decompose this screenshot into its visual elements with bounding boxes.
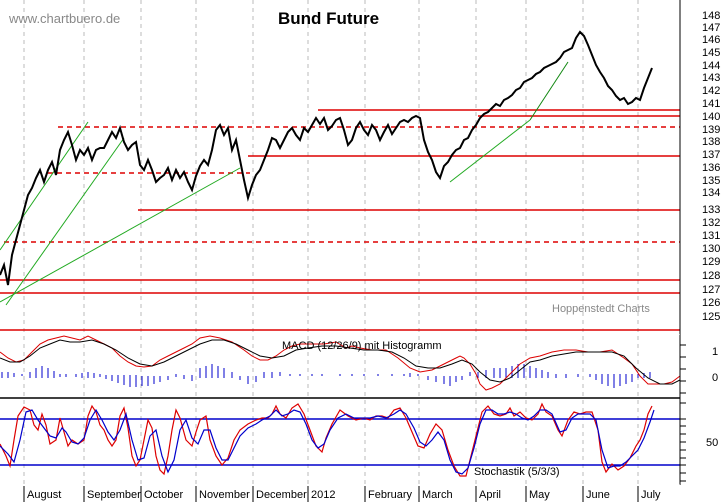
svg-text:134: 134 [702, 187, 720, 199]
svg-text:138: 138 [702, 136, 720, 148]
svg-text:139: 139 [702, 124, 720, 136]
month-label-october: October [144, 489, 184, 501]
month-label-may: May [529, 489, 550, 501]
macd-panel-label: MACD (12/26/9) mit Histogramm [282, 340, 442, 352]
time-axis-labels: August September October November Decemb… [0, 489, 680, 502]
stoch-levels [0, 418, 680, 466]
source-label: Hoppenstedt Charts [552, 303, 650, 315]
svg-text:136: 136 [702, 162, 720, 174]
svg-text:127: 127 [702, 284, 720, 296]
month-label-april: April [479, 489, 502, 501]
svg-text:135: 135 [702, 175, 720, 187]
svg-text:0: 0 [712, 372, 718, 384]
month-label-september: September [87, 489, 141, 501]
month-label-2012: 2012 [311, 489, 336, 501]
svg-text:144: 144 [702, 60, 720, 72]
stoch-panel-label: Stochastik (5/3/3) [474, 466, 560, 478]
month-gridlines [23, 0, 639, 490]
macd-histogram [1, 364, 651, 388]
stoch-d-line [0, 408, 655, 475]
svg-text:140: 140 [702, 111, 720, 123]
watermark: www.chartbuero.de [9, 11, 121, 26]
svg-text:146: 146 [702, 34, 720, 46]
svg-text:130: 130 [702, 243, 720, 255]
svg-text:133: 133 [702, 204, 720, 216]
svg-text:148: 148 [702, 10, 720, 22]
svg-text:132: 132 [702, 217, 720, 229]
svg-text:137: 137 [702, 149, 720, 161]
macd-signal-line [0, 339, 681, 385]
svg-text:145: 145 [702, 47, 720, 59]
month-label-june: June [586, 489, 610, 501]
time-axis-month-ticks [23, 486, 639, 502]
chart-title: Bund Future [278, 9, 380, 28]
month-label-november: November [199, 489, 250, 501]
month-label-august: August [27, 489, 62, 501]
svg-text:126: 126 [702, 297, 720, 309]
svg-text:131: 131 [702, 230, 720, 242]
trendlines [0, 61, 569, 306]
svg-text:129: 129 [702, 256, 720, 268]
month-label-december: December [256, 489, 307, 501]
svg-text:141: 141 [702, 98, 720, 110]
month-label-march: March [422, 489, 453, 501]
svg-text:147: 147 [702, 22, 720, 34]
svg-text:143: 143 [702, 72, 720, 84]
svg-text:128: 128 [702, 270, 720, 282]
indicator-axis [679, 335, 686, 485]
month-label-july: July [641, 489, 661, 501]
month-label-february: February [368, 489, 413, 501]
svg-text:50: 50 [706, 437, 718, 449]
stoch-axis-labels: 50 [706, 437, 718, 449]
support-resistance-lines [0, 109, 680, 331]
svg-text:142: 142 [702, 85, 720, 97]
svg-text:125: 125 [702, 311, 720, 323]
price-candles [0, 30, 653, 286]
svg-text:1: 1 [712, 346, 718, 358]
macd-axis-labels: 1 0 [712, 346, 718, 384]
